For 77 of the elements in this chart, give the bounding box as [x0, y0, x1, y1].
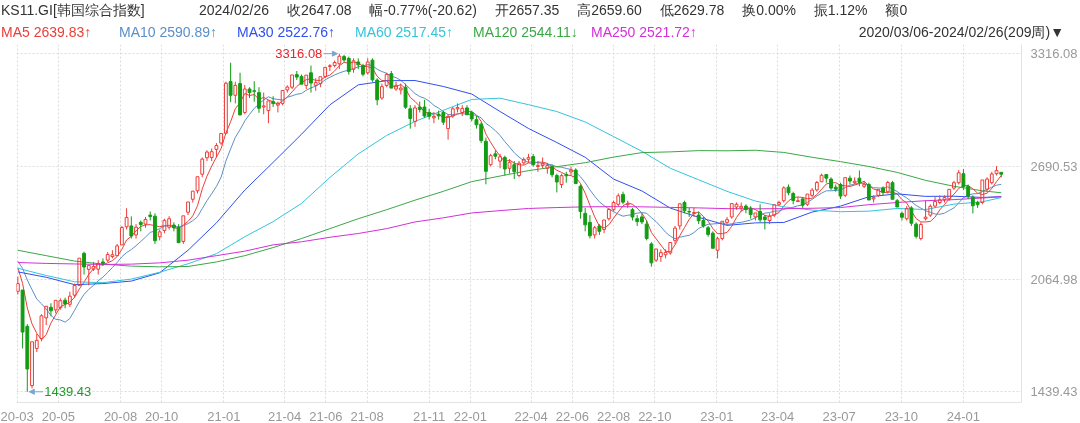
- x-tick-label: 20-05: [41, 408, 75, 423]
- x-tick-label: 21-11: [413, 408, 446, 423]
- candlestick: [313, 77, 318, 92]
- x-tick-label: 23-10: [884, 408, 918, 423]
- candlestick: [914, 221, 919, 240]
- candlestick: [124, 207, 129, 231]
- candlestick: [692, 207, 696, 218]
- y-tick-label: 1439.43: [1030, 384, 1078, 400]
- candlestick: [186, 201, 190, 216]
- candlestick: [190, 190, 195, 204]
- candlestick: [309, 65, 313, 94]
- x-tick-label: 22-10: [638, 408, 672, 423]
- candlestick: [379, 83, 384, 101]
- text: MA120 2544.11↓: [473, 23, 579, 42]
- x-tick-label: 22-01: [453, 408, 487, 423]
- candlestick: [134, 223, 138, 240]
- candlestick: [67, 291, 72, 308]
- candlestick: [49, 302, 53, 317]
- candlestick: [918, 221, 923, 241]
- candlestick: [578, 183, 583, 220]
- chart-subtitle: 2024/02/26 收2647.08 幅-0.77%(-20.62) 开2657.35 高2659.60 低2629.78 换0.00% 振1.12% 额0: [199, 2, 908, 18]
- text: MA10 2590.89↑: [119, 23, 219, 42]
- candlestick: [413, 104, 417, 128]
- x-tick-label: 21-01: [207, 408, 241, 423]
- line-series: [17, 149, 1002, 268]
- x-tick-label: 21-06: [309, 408, 343, 423]
- x-tick-label: 20-08: [103, 408, 138, 423]
- candlestick: [758, 203, 763, 223]
- x-tick-label: 22-04: [514, 408, 548, 423]
- x-tick-label: 23-04: [761, 408, 795, 423]
- x-tick-label: 20-03: [0, 408, 34, 423]
- y-tick-label: 2064.98: [1030, 271, 1078, 287]
- text: 2020/03/06-2024/02/26(209周)▼: [858, 24, 1064, 40]
- candlestick: [266, 100, 271, 124]
- candlestick: [176, 223, 181, 244]
- candlestick: [866, 182, 871, 201]
- candlestick: [238, 72, 242, 116]
- candlestick: [58, 297, 63, 311]
- candlestick: [498, 153, 503, 169]
- text: MA250 2521.72↑: [591, 23, 697, 42]
- text: MA5 2639.83↑: [1, 23, 93, 42]
- candlestick: [257, 86, 261, 114]
- x-tick-label: 23-07: [822, 408, 856, 423]
- candlestick: [195, 176, 200, 194]
- candlestick: [271, 95, 276, 108]
- x-tick-label: 22-06: [555, 408, 589, 423]
- candlestick: [507, 158, 512, 175]
- candlestick: [881, 185, 885, 196]
- candlestick: [814, 180, 819, 193]
- candlestick: [848, 174, 852, 185]
- x-tick-label: 22-08: [596, 408, 631, 423]
- candlestick: [621, 191, 625, 205]
- chart-title: KS11.GI[韩国综合指数]: [1, 1, 146, 20]
- candlestick: [569, 165, 573, 176]
- candlestick: [63, 297, 68, 309]
- text: MA60 2517.45↑: [355, 23, 455, 42]
- y-tick-label: 3316.08: [1030, 46, 1078, 62]
- candlestick: [550, 164, 555, 178]
- candlestick: [602, 219, 607, 234]
- candlestick: [923, 199, 928, 222]
- x-tick-label: 20-10: [145, 408, 179, 423]
- x-tick-label: 24-01: [946, 408, 981, 423]
- x-tick-label: 23-01: [700, 408, 734, 423]
- x-tick-label: 21-04: [268, 408, 302, 423]
- candlestick: [862, 180, 867, 189]
- annotation: 1439.43: [44, 384, 92, 400]
- candlestick: [900, 211, 904, 222]
- text: MA30 2522.76↑: [237, 23, 337, 42]
- candlestick: [796, 196, 800, 203]
- candlestick: [101, 257, 105, 267]
- candlestick: [82, 251, 86, 276]
- x-tick-label: 21-08: [350, 408, 384, 423]
- candlestick: [673, 225, 677, 245]
- candlestick: [483, 137, 488, 185]
- annotation: 3316.08: [275, 46, 323, 62]
- y-tick-label: 2690.53: [1030, 158, 1078, 174]
- candlestick: [654, 248, 659, 263]
